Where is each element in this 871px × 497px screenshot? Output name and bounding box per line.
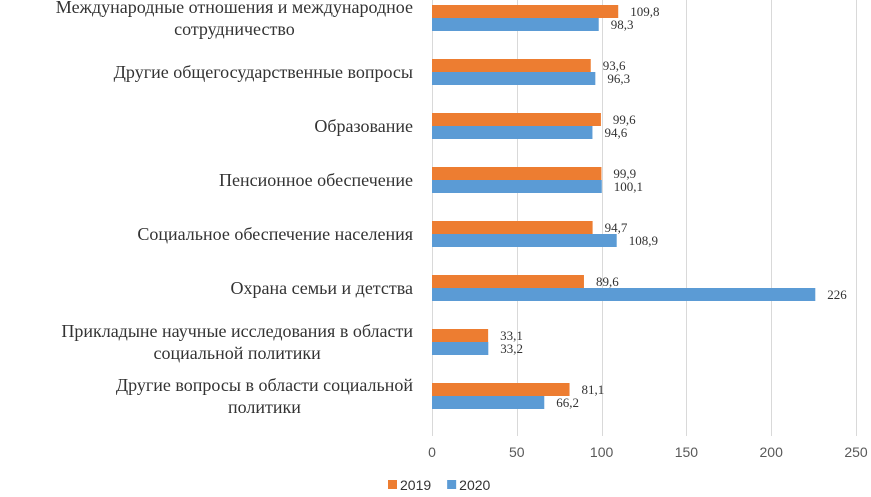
x-tick-label: 50: [509, 444, 525, 460]
bar-2019: [432, 275, 584, 288]
bar-2020: [432, 126, 593, 139]
bar-2020: [432, 288, 816, 301]
x-axis-ticks: 0 50 100 150 200 250: [428, 444, 868, 460]
data-label-2019: 89,6: [596, 274, 619, 289]
category-label: Международные отношения и международное: [56, 0, 413, 17]
category-labels: Международные отношения и международное с…: [56, 0, 414, 417]
bar-2019: [432, 329, 489, 342]
data-label-2019: 109,8: [630, 4, 659, 19]
data-label-2020: 108,9: [629, 233, 658, 248]
category-label: Социальное обеспечение населения: [137, 224, 413, 244]
data-label-2019: 94,7: [605, 220, 628, 235]
data-label-2019: 99,9: [613, 166, 636, 181]
data-label-2019: 99,6: [613, 112, 636, 127]
category-label: Прикладыне научные исследования в област…: [61, 321, 413, 341]
x-tick-label: 200: [760, 444, 784, 460]
bar-2020: [432, 342, 489, 355]
bars: [432, 5, 816, 409]
data-label-2020: 66,2: [556, 395, 579, 410]
bar-2020: [432, 180, 602, 193]
legend-label-2020: 2020: [459, 477, 490, 493]
category-label: Другие общегосударственные вопросы: [114, 62, 413, 82]
bar-2019: [432, 113, 601, 126]
data-label-2020: 98,3: [611, 17, 634, 32]
bar-2019: [432, 383, 570, 396]
category-label: Образование: [314, 116, 413, 136]
data-label-2020: 33,2: [500, 341, 523, 356]
x-tick-label: 100: [590, 444, 614, 460]
x-tick-label: 250: [844, 444, 868, 460]
legend-swatch-2019: [388, 480, 397, 489]
data-label-2020: 226: [827, 287, 847, 302]
category-label: Пенсионное обеспечение: [219, 170, 413, 190]
bar-2019: [432, 5, 619, 18]
x-tick-label: 150: [675, 444, 699, 460]
bar-2019: [432, 59, 591, 72]
bar-2020: [432, 18, 599, 31]
legend: 2019 2020: [388, 477, 491, 493]
data-label-2020: 96,3: [607, 71, 630, 86]
legend-swatch-2020: [447, 480, 457, 489]
category-label: Охрана семьи и детства: [230, 278, 413, 298]
bar-2019: [432, 167, 602, 180]
bar-2020: [432, 72, 596, 85]
data-label-2019: 93,6: [603, 58, 626, 73]
category-label: Другие вопросы в области социальной: [116, 375, 413, 395]
bar-2020: [432, 396, 545, 409]
category-label: сотрудничество: [174, 19, 295, 39]
x-tick-label: 0: [428, 444, 436, 460]
data-label-2020: 94,6: [604, 125, 627, 140]
data-label-2020: 100,1: [614, 179, 643, 194]
legend-label-2019: 2019: [400, 477, 431, 493]
category-label: политики: [228, 397, 301, 417]
bar-2019: [432, 221, 593, 234]
data-label-2019: 81,1: [582, 382, 605, 397]
bar-2020: [432, 234, 617, 247]
category-label: социальной политики: [154, 343, 322, 363]
data-label-2019: 33,1: [500, 328, 523, 343]
